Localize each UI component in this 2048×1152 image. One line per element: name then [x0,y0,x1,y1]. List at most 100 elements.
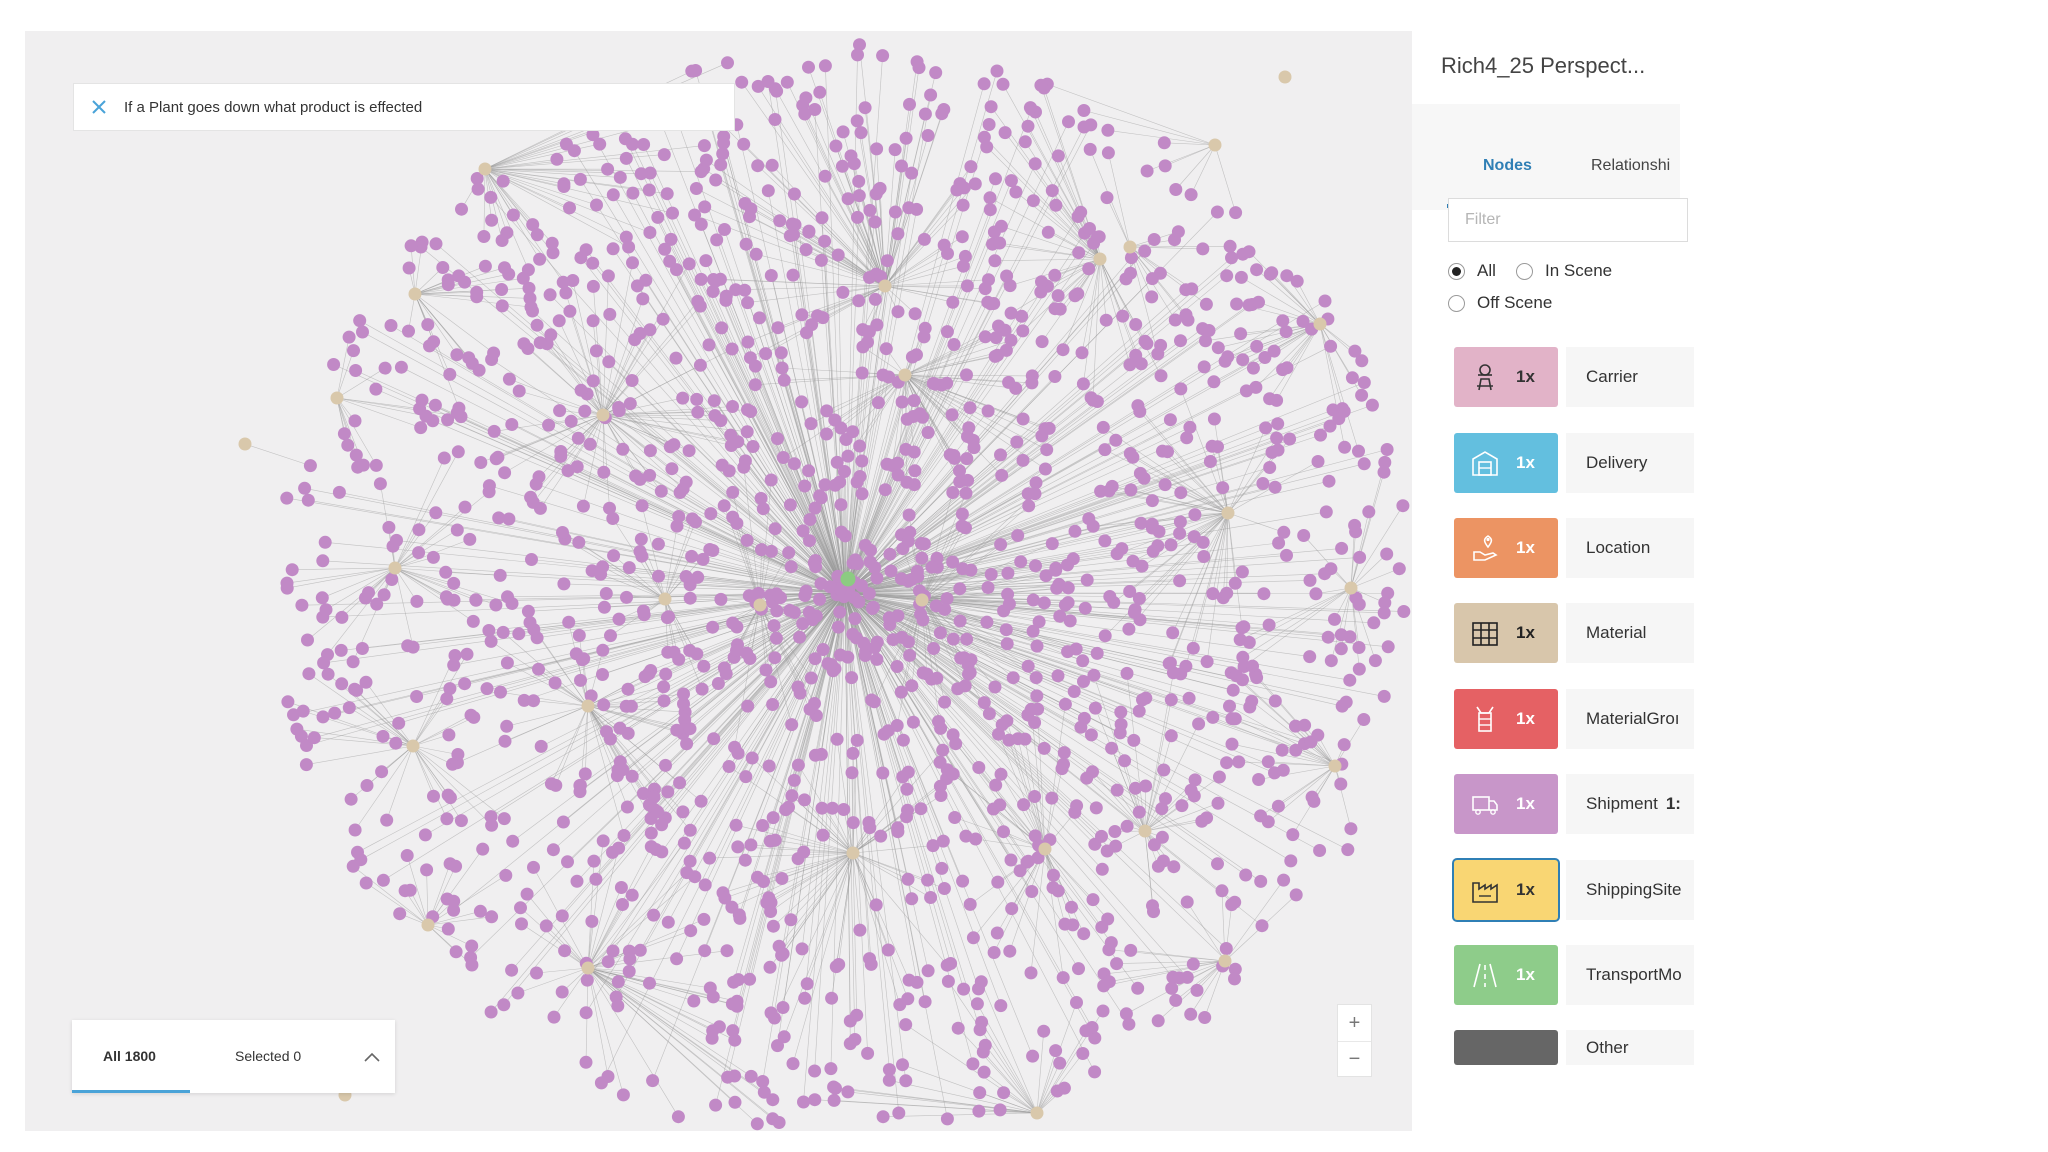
graph-node[interactable] [657,694,671,708]
category-shipment[interactable]: 1x Shipment 1: [1454,774,1694,834]
graph-node[interactable] [1131,981,1145,995]
graph-node[interactable] [761,184,775,198]
graph-node[interactable] [440,812,454,826]
graph-node[interactable] [1002,597,1016,611]
category-tile[interactable]: 1x [1454,689,1558,749]
graph-node[interactable] [1220,269,1234,283]
graph-node[interactable] [484,810,498,824]
graph-node[interactable] [1334,777,1348,791]
graph-node[interactable] [899,442,913,456]
graph-node[interactable] [855,487,869,501]
graph-node[interactable] [862,816,876,829]
graph-node[interactable] [1255,919,1269,933]
graph-node[interactable] [1151,859,1165,873]
graph-node[interactable] [1070,996,1083,1009]
graph-node[interactable] [862,325,876,339]
graph-node[interactable] [786,1057,800,1071]
graph-node[interactable] [754,491,768,505]
graph-node[interactable] [606,512,620,525]
graph-node[interactable] [1004,333,1018,347]
graph-node[interactable] [1051,669,1065,683]
graph-node[interactable] [1341,843,1355,857]
graph-node[interactable] [861,1046,875,1060]
graph-node[interactable] [1001,587,1015,601]
graph-node[interactable] [472,363,486,377]
graph-node[interactable] [1097,979,1111,993]
graph-node[interactable] [625,888,639,902]
graph-node[interactable] [492,511,506,525]
graph-node[interactable] [676,391,690,405]
graph-node[interactable] [672,652,686,666]
graph-node[interactable] [520,887,534,901]
graph-node[interactable] [968,177,982,191]
graph-node[interactable] [530,228,544,242]
graph-node[interactable] [1146,899,1159,913]
graph-node[interactable] [683,644,697,657]
graph-node[interactable] [327,358,341,371]
graph-node[interactable] [727,975,741,989]
graph-node[interactable] [749,247,763,261]
graph-node[interactable] [1355,354,1369,368]
graph-node[interactable] [307,731,321,745]
graph-node[interactable] [1014,555,1028,569]
graph-node[interactable] [853,923,867,937]
graph-node[interactable] [1071,210,1085,223]
graph-node[interactable] [796,617,810,631]
graph-node[interactable] [637,604,650,618]
graph-node[interactable] [785,718,799,732]
graph-node[interactable] [914,537,928,550]
graph-node[interactable] [1047,868,1060,882]
graph-node[interactable] [578,767,592,781]
graph-node[interactable] [798,991,812,1005]
graph-node[interactable] [994,999,1008,1013]
graph-node[interactable] [612,612,626,626]
graph-node[interactable] [1289,743,1303,757]
graph-node[interactable] [1068,289,1082,303]
graph-node[interactable] [594,1076,608,1090]
graph-node[interactable] [775,872,789,885]
graph-node[interactable] [369,382,383,396]
graph-node[interactable] [1188,773,1202,787]
graph-node[interactable] [1225,737,1239,751]
graph-node[interactable] [1004,174,1018,188]
graph-node[interactable] [1077,927,1091,941]
graph-node[interactable] [412,546,426,560]
graph-node[interactable] [1225,251,1238,265]
graph-node[interactable] [1184,783,1198,797]
graph-node[interactable] [729,998,743,1012]
graph-node[interactable] [1272,536,1286,550]
graph-node[interactable] [555,909,569,923]
graph-node[interactable] [826,801,839,815]
graph-node[interactable] [921,964,935,978]
graph-hub-node[interactable] [658,592,672,606]
graph-hub-node[interactable] [1138,824,1152,838]
graph-node[interactable] [755,543,768,557]
graph-node[interactable] [337,427,351,441]
graph-node[interactable] [465,939,479,953]
graph-node[interactable] [820,404,834,418]
graph-node[interactable] [1158,159,1172,173]
graph-node[interactable] [1397,605,1411,618]
graph-node[interactable] [280,576,294,590]
graph-node[interactable] [831,248,845,262]
graph-node[interactable] [699,254,713,268]
graph-node[interactable] [1159,792,1172,806]
graph-node[interactable] [1015,309,1029,323]
graph-focus-node[interactable] [840,571,856,587]
graph-node[interactable] [787,457,801,471]
graph-node[interactable] [1088,1065,1102,1079]
graph-node[interactable] [1249,380,1263,394]
graph-node[interactable] [793,630,807,644]
graph-node[interactable] [410,690,424,703]
graph-node[interactable] [829,139,843,153]
graph-node[interactable] [1103,590,1117,603]
graph-node[interactable] [1174,334,1187,348]
graph-node[interactable] [572,535,586,549]
graph-node[interactable] [891,227,905,241]
graph-node[interactable] [836,285,850,299]
graph-node[interactable] [849,631,863,645]
category-delivery[interactable]: 1x Delivery [1454,433,1694,493]
graph-node[interactable] [1135,559,1149,573]
graph-node[interactable] [844,149,858,163]
graph-node[interactable] [1049,563,1063,577]
